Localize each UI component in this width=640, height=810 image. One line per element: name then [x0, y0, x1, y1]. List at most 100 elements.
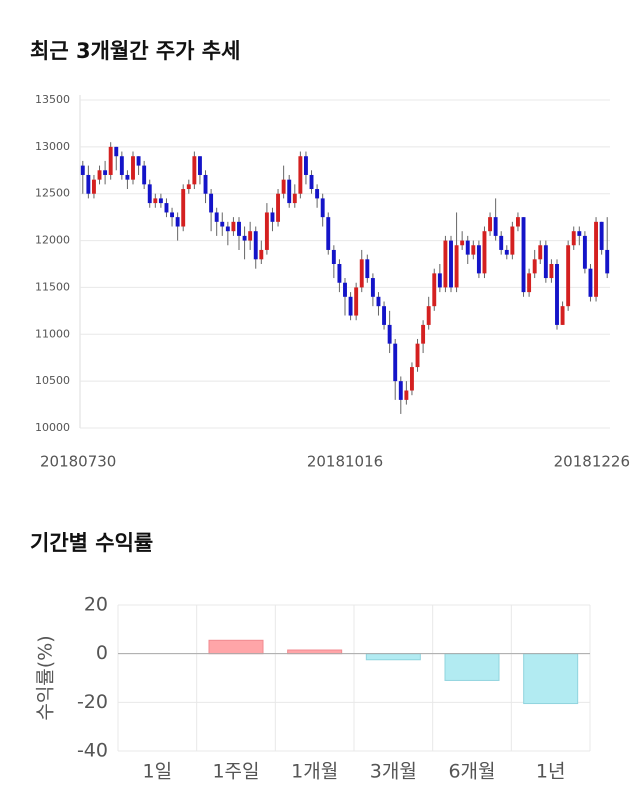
y-tick-label: 20 [84, 594, 108, 616]
candle-body [315, 189, 320, 199]
candle-body [354, 287, 359, 316]
candle-body [331, 249, 336, 264]
candle-body [560, 306, 565, 325]
candle-body [108, 146, 113, 175]
candle-body [197, 156, 202, 175]
bar [365, 653, 421, 661]
candle-body [131, 156, 135, 180]
candle-body [426, 306, 431, 325]
candle-body [103, 170, 108, 175]
candle-body [555, 264, 559, 325]
candle-body [437, 273, 442, 288]
x-tick-label: 20181016 [307, 453, 383, 471]
y-tick-label: 13000 [35, 140, 70, 153]
candle-body [125, 174, 130, 180]
candle-body [337, 264, 342, 283]
bar [287, 649, 343, 655]
bar [208, 639, 264, 655]
candle-body [164, 203, 169, 213]
y-tick-label: 12000 [35, 234, 70, 247]
candle-body [303, 156, 308, 175]
candle-body [465, 240, 470, 255]
candle-body [594, 221, 599, 297]
candle-body [86, 174, 91, 194]
candle-body [348, 296, 353, 316]
candle-body [186, 184, 191, 190]
bar [523, 653, 579, 705]
candle-body [404, 390, 409, 400]
y-tick-label: 12500 [35, 187, 70, 200]
candle-body [264, 212, 269, 250]
y-tick-label: -20 [77, 691, 108, 713]
candle-body [488, 217, 493, 232]
x-tick-label: 1일 [143, 761, 173, 783]
candle-body [382, 306, 387, 325]
candle-body [582, 235, 587, 269]
candle-body [566, 245, 571, 307]
candle-body [415, 343, 420, 368]
candle-body [398, 381, 403, 400]
candle-body [114, 146, 119, 157]
y-tick-label: 11500 [35, 280, 70, 293]
y-tick-label: 0 [96, 642, 108, 664]
candle-body [543, 245, 548, 279]
candle-body [532, 259, 537, 274]
candle-body [571, 231, 576, 246]
x-tick-label: 20180730 [40, 453, 116, 471]
x-tick-label: 1주일 [212, 761, 259, 783]
candle-body [259, 249, 264, 260]
candle-body [253, 231, 258, 260]
y-tick-label: 10500 [35, 374, 70, 387]
candle-body [237, 221, 241, 236]
candle-body [203, 174, 208, 194]
candle-body [248, 231, 253, 241]
candle-body [209, 193, 214, 213]
candle-body [170, 212, 175, 218]
candle-body [527, 273, 532, 293]
candle-body [393, 343, 398, 382]
candle-body [298, 156, 303, 194]
y-axis-label: 수익률(%) [35, 635, 57, 720]
candle-body [175, 217, 180, 227]
candle-body [214, 212, 219, 222]
candle-body [309, 174, 314, 190]
candle-body [276, 193, 281, 222]
candle-body [91, 179, 96, 194]
candle-body [287, 179, 292, 204]
candle-body [220, 221, 225, 227]
candle-body [147, 184, 152, 204]
candle-body [80, 165, 85, 175]
x-tick-label: 1개월 [291, 761, 338, 783]
candle-body [493, 217, 498, 236]
candle-body [387, 324, 392, 344]
x-tick-label: 3개월 [370, 761, 417, 783]
candle-body [588, 268, 593, 297]
candle-body [577, 231, 582, 236]
x-tick-label: 1년 [536, 761, 566, 783]
chart-title: 최근 3개월간 주가 추세 [30, 39, 240, 63]
candle-body [538, 245, 543, 260]
candle-body [97, 170, 102, 180]
candle-body [443, 240, 448, 288]
candle-body [142, 165, 147, 185]
candle-body [153, 198, 158, 204]
candle-body [343, 282, 347, 297]
candle-body [504, 249, 509, 255]
candle-body [281, 179, 286, 194]
candle-body [460, 240, 465, 246]
y-tick-label: 10000 [35, 421, 70, 434]
candle-body [119, 156, 124, 175]
bar [444, 653, 500, 681]
candle-body [454, 245, 459, 288]
candle-body [482, 231, 487, 274]
y-tick-label: 11000 [35, 327, 70, 340]
candle-body [605, 249, 610, 274]
candle-body [471, 245, 476, 255]
candle-body [242, 235, 247, 241]
candle-body [599, 221, 604, 250]
candle-body [270, 212, 275, 222]
candle-body [181, 189, 186, 227]
candle-body [521, 217, 526, 293]
candle-body [549, 264, 554, 279]
candle-body [449, 240, 453, 288]
